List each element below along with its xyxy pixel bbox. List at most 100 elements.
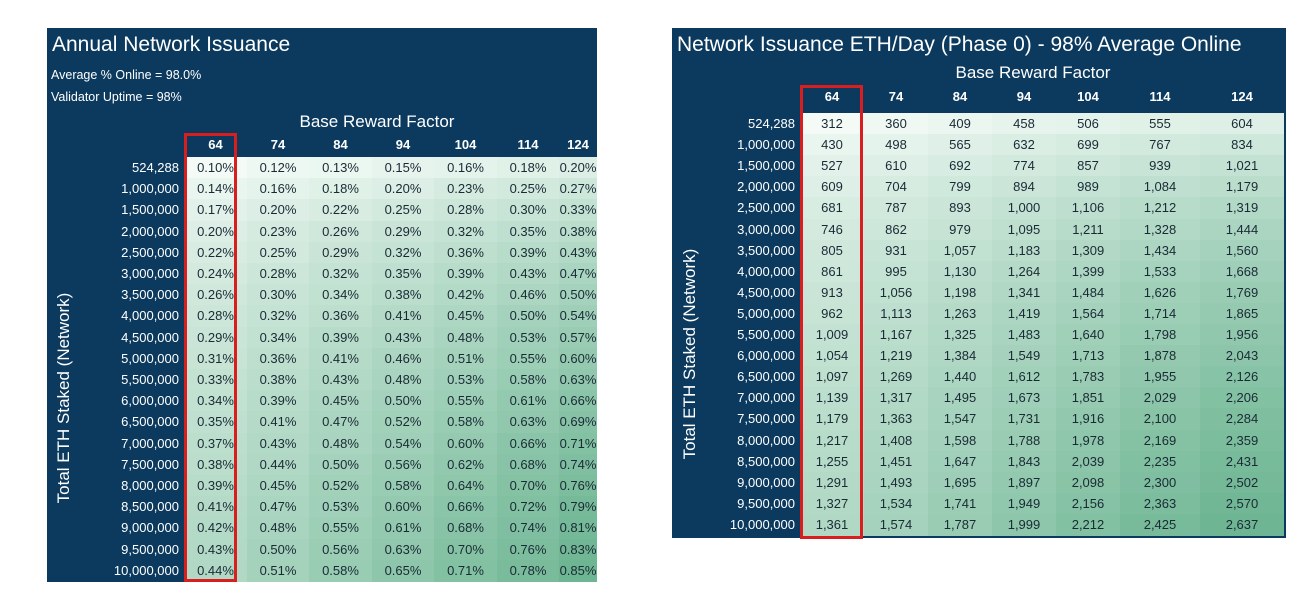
- table-cell: 0.43%: [559, 241, 597, 264]
- table-cell: 0.71%: [559, 432, 597, 455]
- table-cell: 1,495: [928, 387, 992, 410]
- table-cell: 0.60%: [434, 432, 497, 455]
- table-cell: 692: [928, 155, 992, 178]
- table-cell: 0.39%: [497, 241, 559, 264]
- table-cell: 1,139: [800, 387, 864, 410]
- table-cell: 0.25%: [247, 241, 309, 264]
- table-cell: 0.25%: [372, 199, 434, 222]
- table-cell: 767: [1120, 134, 1200, 157]
- table-cell: 0.22%: [184, 241, 247, 264]
- table-cell: 1,419: [992, 302, 1056, 325]
- table-cell: 1,361: [800, 513, 864, 536]
- table-cell: 1,533: [1120, 260, 1200, 283]
- table-cell: 0.48%: [434, 326, 497, 349]
- table-cell: 0.14%: [184, 178, 247, 201]
- table-cell: 0.23%: [434, 178, 497, 201]
- row-header: 2,500,000: [737, 200, 795, 216]
- table-cell: 1,798: [1120, 324, 1200, 346]
- table-cell: 0.63%: [497, 411, 559, 434]
- row-header: 524,288: [132, 160, 179, 175]
- table-cell: 699: [1056, 134, 1120, 157]
- table-cell: 2,359: [1200, 429, 1284, 452]
- table-cell: 0.60%: [372, 496, 434, 519]
- table-cell: 0.39%: [247, 390, 309, 413]
- row-header: 7,500,000: [121, 456, 179, 472]
- table-cell: 0.30%: [247, 284, 309, 307]
- table-cell: 0.85%: [559, 559, 597, 582]
- row-header: 4,500,000: [121, 329, 179, 345]
- table-cell: 2,431: [1200, 450, 1284, 473]
- table-cell: 0.44%: [184, 559, 247, 582]
- table-cell: 1,612: [992, 366, 1056, 389]
- table-cell: 1,560: [1200, 239, 1284, 262]
- table-cell: 1,668: [1200, 260, 1284, 283]
- table-cell: 774: [992, 155, 1056, 178]
- table-cell: 632: [992, 134, 1056, 157]
- table-cell: 0.46%: [372, 347, 434, 370]
- column-header: 114: [1149, 89, 1171, 104]
- table-cell: 1,097: [800, 366, 864, 389]
- row-header: 9,000,000: [737, 474, 795, 490]
- row-header: 9,500,000: [121, 541, 179, 557]
- table-cell: 2,502: [1200, 471, 1284, 494]
- table-cell: 0.32%: [434, 220, 497, 243]
- table-cell: 2,212: [1056, 513, 1120, 536]
- row-header: 7,000,000: [121, 435, 179, 451]
- table-cell: 2,156: [1056, 492, 1120, 515]
- table-cell: 1,843: [992, 450, 1056, 473]
- table-cell: 0.52%: [372, 411, 434, 434]
- table-cell: 0.28%: [184, 305, 247, 328]
- table-cell: 0.32%: [309, 263, 372, 285]
- table-cell: 0.83%: [559, 538, 597, 561]
- table-cell: 0.43%: [497, 263, 559, 285]
- table-cell: 0.58%: [309, 559, 372, 582]
- table-cell: 1,084: [1120, 176, 1200, 199]
- table-cell: 1,851: [1056, 387, 1120, 410]
- table-cell: 0.43%: [372, 326, 434, 349]
- table-cell: 0.52%: [309, 475, 372, 497]
- table-cell: 1,897: [992, 471, 1056, 494]
- table-cell: 0.33%: [184, 369, 247, 391]
- table-cell: 0.45%: [247, 475, 309, 497]
- table-cell: 0.58%: [434, 411, 497, 434]
- table-cell: 0.65%: [372, 559, 434, 582]
- table-cell: 0.41%: [372, 305, 434, 328]
- table-cell: 555: [1120, 113, 1200, 135]
- table-cell: 787: [864, 197, 928, 220]
- table-cell: 931: [864, 239, 928, 262]
- table-cell: 1,647: [928, 450, 992, 473]
- table-cell: 0.38%: [372, 284, 434, 307]
- table-cell: 1,264: [992, 260, 1056, 283]
- table-cell: 0.55%: [434, 390, 497, 413]
- table-cell: 704: [864, 176, 928, 199]
- column-header: 64: [208, 137, 223, 152]
- table-cell: 1,179: [800, 408, 864, 431]
- table-cell: 1,319: [1200, 197, 1284, 220]
- table-cell: 0.56%: [309, 538, 372, 561]
- column-header: 94: [395, 137, 411, 152]
- row-header: 8,500,000: [121, 499, 179, 515]
- table-cell: 746: [800, 218, 864, 241]
- table-cell: 0.34%: [309, 284, 372, 307]
- table-cell: 1,106: [1056, 197, 1120, 220]
- table-cell: 0.43%: [184, 538, 247, 561]
- row-header: 4,000,000: [121, 308, 179, 324]
- table-cell: 0.25%: [497, 178, 559, 201]
- table-cell: 1,255: [800, 450, 864, 473]
- table-cell: 506: [1056, 113, 1120, 135]
- row-header: 2,000,000: [737, 179, 795, 195]
- table-cell: 0.39%: [434, 263, 497, 285]
- table-cell: 0.41%: [309, 347, 372, 370]
- table-cell: 0.16%: [247, 178, 309, 201]
- validator-uptime-note: Validator Uptime = 98%: [51, 90, 182, 104]
- table-cell: 0.79%: [559, 496, 597, 519]
- column-header: 104: [1077, 89, 1099, 104]
- table-cell: 2,235: [1120, 450, 1200, 473]
- table-cell: 498: [864, 134, 928, 157]
- table-cell: 0.64%: [434, 475, 497, 497]
- table-cell: 1,057: [928, 239, 992, 262]
- table-cell: 0.31%: [184, 347, 247, 370]
- column-header: 74: [270, 137, 286, 152]
- table-cell: 0.61%: [372, 517, 434, 540]
- table-cell: 0.70%: [434, 538, 497, 561]
